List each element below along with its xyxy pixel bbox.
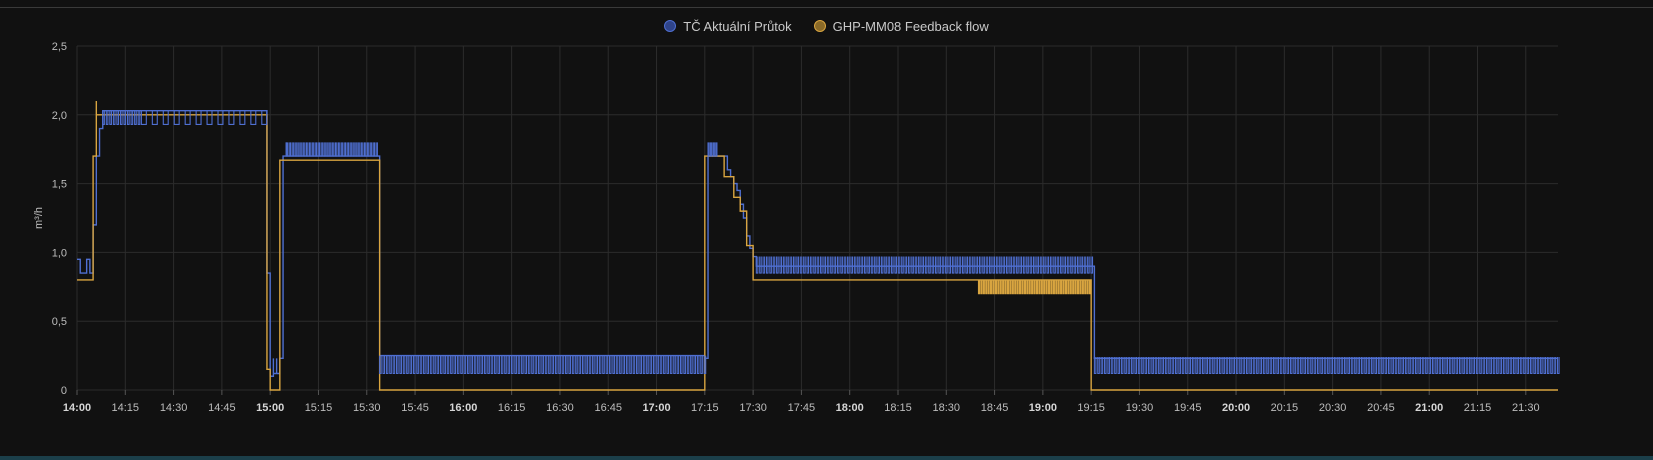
x-tick-label: 18:45 [981,402,1009,414]
legend-item-tc-flow[interactable]: TČ Aktuální Průtok [664,18,792,34]
x-tick-label: 19:00 [1029,402,1057,414]
x-tick-label: 17:45 [788,402,816,414]
x-tick-label: 14:45 [208,402,236,414]
x-tick-label: 19:45 [1174,402,1202,414]
legend-label-ghp-flow: GHP-MM08 Feedback flow [832,18,989,34]
x-tick-label: 21:00 [1415,402,1443,414]
x-tick-label: 15:45 [401,402,429,414]
bottom-strip [0,456,1653,460]
x-tick-label: 17:15 [691,402,719,414]
x-tick-label: 14:15 [112,402,140,414]
y-tick-label: 2,5 [52,41,67,53]
y-tick-label: 1,0 [52,247,67,259]
series-oscillation [379,355,707,375]
series-oscillation [102,110,141,125]
y-axis-label: m³/h [33,207,45,229]
x-tick-label: 20:30 [1319,402,1347,414]
x-tick-label: 16:15 [498,402,526,414]
x-tick-label: 19:30 [1126,402,1154,414]
x-tick-label: 15:15 [305,402,333,414]
legend: TČ Aktuální Průtok GHP-MM08 Feedback flo… [0,14,1653,38]
series-oscillation [755,256,1094,274]
legend-swatch-tc-flow [664,20,677,32]
y-tick-label: 0,5 [52,316,67,328]
x-tick-label: 14:30 [160,402,188,414]
x-tick-label: 17:30 [739,402,767,414]
legend-label-tc-flow: TČ Aktuální Průtok [683,18,792,34]
series-oscillation [285,142,378,157]
series-oscillation [707,142,718,157]
x-tick-label: 14:00 [63,402,91,414]
x-tick-label: 18:30 [933,402,961,414]
flow-chart[interactable]: 0 0,5 1,0 1,5 2,0 2,5 14:00 14:15 14:30 14:45 15:0… [0,0,1653,440]
x-tick-label: 17:00 [642,402,670,414]
y-tick-label: 1,5 [52,179,67,191]
x-tick-label: 16:45 [594,402,622,414]
top-divider [0,7,1653,8]
x-tick-label: 16:00 [449,402,477,414]
legend-swatch-ghp-flow [813,20,826,32]
x-tick-label: 21:30 [1512,402,1540,414]
x-tick-label: 16:30 [546,402,574,414]
x-tick-label: 15:30 [353,402,381,414]
x-tick-label: 18:00 [836,402,864,414]
series-oscillation [977,279,1092,295]
x-tick-label: 18:15 [884,402,912,414]
series-oscillation [1093,356,1560,375]
series-oscillation [140,110,268,125]
x-tick-label: 20:15 [1271,402,1299,414]
legend-item-ghp-flow[interactable]: GHP-MM08 Feedback flow [813,18,989,34]
x-tick-label: 19:15 [1077,402,1105,414]
x-tick-label: 15:00 [256,402,284,414]
y-tick-label: 2,0 [52,110,67,122]
x-tick-label: 21:15 [1464,402,1492,414]
y-tick-label: 0 [61,385,67,397]
x-tick-label: 20:00 [1222,402,1250,414]
x-tick-label: 20:45 [1367,402,1395,414]
